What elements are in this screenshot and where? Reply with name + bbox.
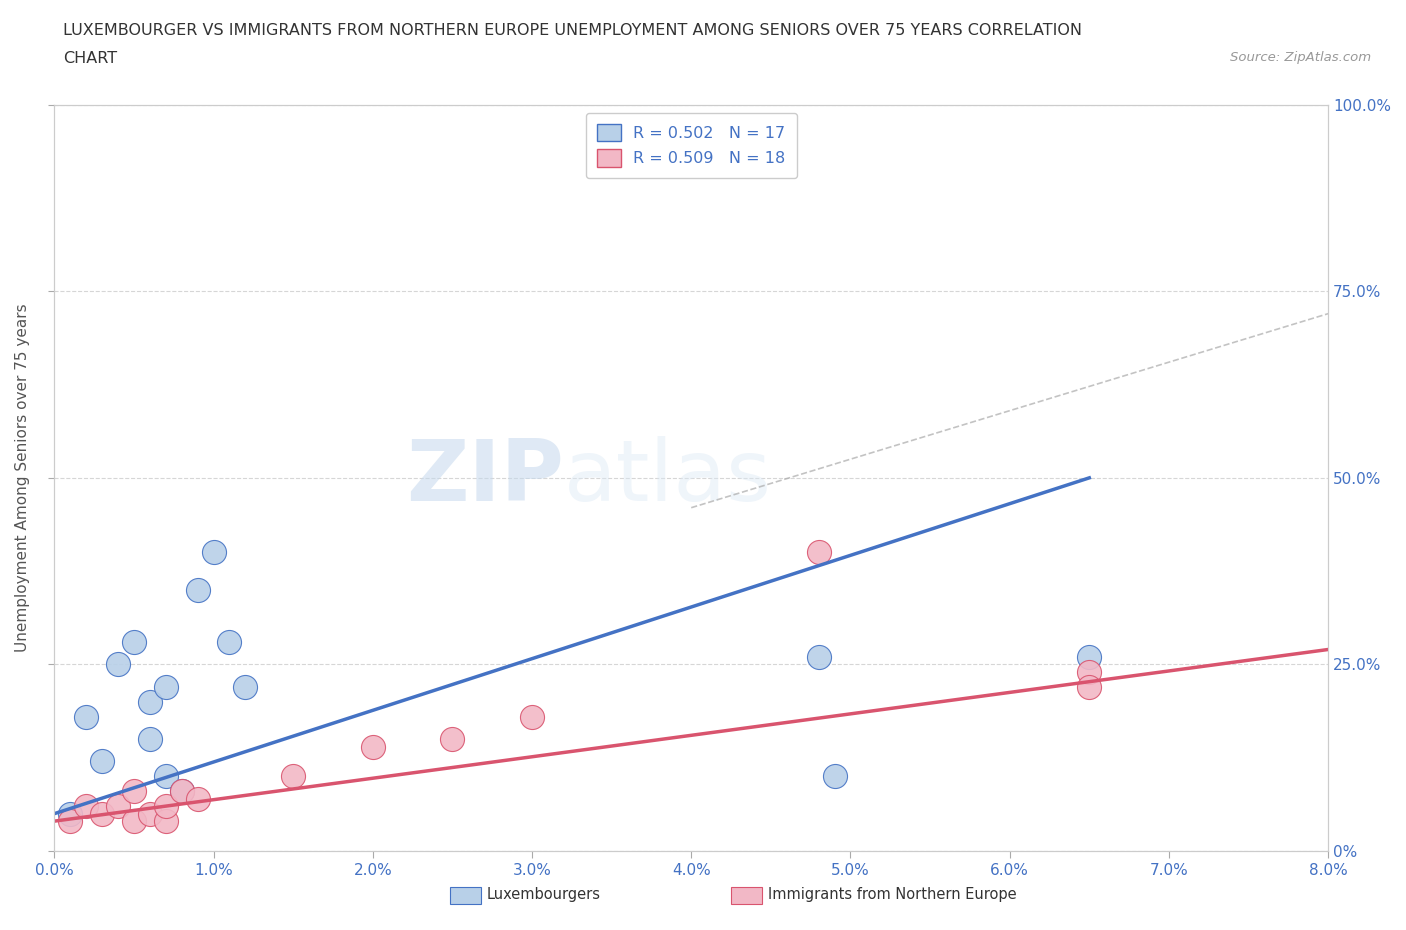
Point (59, 806, 82, 821)
Point (202, 545, 225, 560)
Y-axis label: Unemployment Among Seniors over 75 years: Unemployment Among Seniors over 75 years (15, 303, 30, 652)
Point (122, 784, 145, 799)
Text: LUXEMBOURGER VS IMMIGRANTS FROM NORTHERN EUROPE UNEMPLOYMENT AMONG SENIORS OVER : LUXEMBOURGER VS IMMIGRANTS FROM NORTHERN… (63, 23, 1083, 38)
Point (235, 680, 257, 695)
Point (91, 754, 114, 769)
Point (187, 582, 209, 597)
Legend: R = 0.502   N = 17, R = 0.509   N = 18: R = 0.502 N = 17, R = 0.509 N = 18 (585, 113, 797, 178)
Text: ZIP: ZIP (406, 436, 564, 519)
Point (155, 814, 177, 829)
Point (218, 634, 240, 649)
Point (824, 769, 846, 784)
Point (75, 710, 97, 724)
Point (155, 769, 177, 784)
Point (441, 732, 464, 747)
Point (155, 680, 177, 695)
Point (122, 634, 145, 649)
Point (187, 791, 209, 806)
Point (139, 732, 162, 747)
Point (75, 799, 97, 814)
Point (107, 657, 129, 671)
Point (1078, 680, 1101, 695)
Text: atlas: atlas (564, 436, 772, 519)
Point (122, 814, 145, 829)
Point (139, 806, 162, 821)
Point (361, 739, 384, 754)
Point (807, 649, 830, 664)
Text: Immigrants from Northern Europe: Immigrants from Northern Europe (768, 887, 1017, 902)
Point (281, 769, 304, 784)
Text: Source: ZipAtlas.com: Source: ZipAtlas.com (1230, 51, 1371, 64)
Point (170, 784, 193, 799)
Point (807, 545, 830, 560)
Point (1078, 649, 1101, 664)
Text: Luxembourgers: Luxembourgers (486, 887, 600, 902)
Point (59, 814, 82, 829)
Point (91, 806, 114, 821)
Point (155, 799, 177, 814)
Point (139, 695, 162, 710)
Text: CHART: CHART (63, 51, 117, 66)
Point (1078, 664, 1101, 679)
Point (520, 710, 543, 724)
Point (107, 799, 129, 814)
Point (170, 784, 193, 799)
